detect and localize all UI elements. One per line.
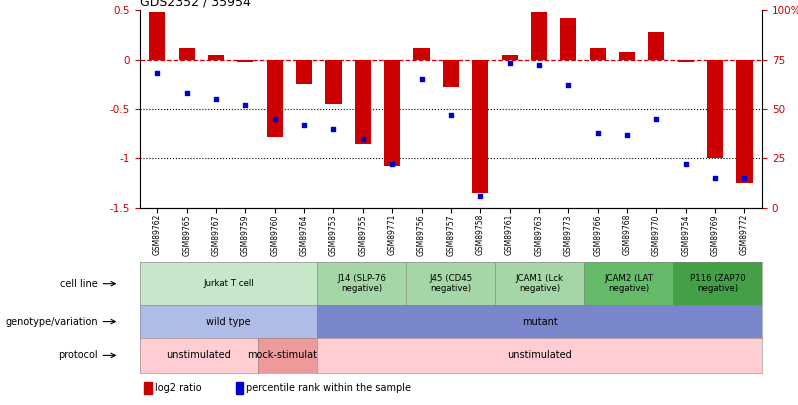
Point — [239, 102, 251, 108]
Text: mutant: mutant — [522, 317, 558, 326]
Point — [709, 175, 721, 181]
Point — [415, 76, 428, 83]
Bar — [443, 60, 459, 87]
Point — [444, 112, 457, 118]
Bar — [355, 60, 371, 143]
Bar — [707, 60, 723, 158]
Bar — [208, 55, 224, 60]
Point — [474, 193, 487, 199]
Bar — [149, 12, 165, 60]
Bar — [590, 48, 606, 60]
Bar — [384, 60, 401, 166]
Text: GDS2352 / 35954: GDS2352 / 35954 — [140, 0, 251, 9]
Bar — [144, 382, 152, 394]
Bar — [678, 60, 693, 62]
Point — [268, 115, 281, 122]
Text: Jurkat T cell: Jurkat T cell — [203, 279, 254, 288]
Bar — [235, 382, 243, 394]
Text: protocol: protocol — [58, 350, 97, 360]
Point — [591, 130, 604, 136]
Bar — [501, 55, 518, 60]
Text: JCAM2 (LAT
negative): JCAM2 (LAT negative) — [604, 274, 654, 293]
Point — [151, 70, 164, 77]
Point — [180, 90, 193, 96]
Point — [210, 96, 223, 102]
Point — [650, 115, 663, 122]
Text: unstimulated: unstimulated — [167, 350, 231, 360]
Text: mock-stimulated: mock-stimulated — [247, 350, 329, 360]
Text: unstimulated: unstimulated — [508, 350, 572, 360]
Point — [327, 126, 340, 132]
Point — [621, 131, 634, 138]
Text: percentile rank within the sample: percentile rank within the sample — [247, 383, 412, 393]
Bar — [326, 60, 342, 104]
Point — [357, 135, 369, 142]
Bar — [648, 32, 665, 60]
Text: cell line: cell line — [60, 279, 97, 289]
Text: P116 (ZAP70
negative): P116 (ZAP70 negative) — [689, 274, 745, 293]
Bar — [737, 60, 753, 183]
Text: J14 (SLP-76
negative): J14 (SLP-76 negative) — [338, 274, 386, 293]
Bar — [472, 60, 488, 193]
Text: genotype/variation: genotype/variation — [5, 317, 97, 326]
Bar — [619, 51, 635, 60]
Point — [532, 62, 545, 69]
Bar — [237, 60, 254, 62]
Point — [679, 161, 692, 168]
Bar — [296, 60, 312, 84]
Text: log2 ratio: log2 ratio — [155, 383, 202, 393]
Point — [738, 175, 751, 181]
Text: J45 (CD45
negative): J45 (CD45 negative) — [429, 274, 472, 293]
Text: JCAM1 (Lck
negative): JCAM1 (Lck negative) — [516, 274, 564, 293]
Bar — [560, 18, 576, 60]
Bar — [413, 48, 429, 60]
Text: wild type: wild type — [206, 317, 251, 326]
Point — [562, 82, 575, 88]
Point — [504, 60, 516, 67]
Bar — [267, 60, 282, 136]
Bar — [531, 12, 547, 60]
Bar — [179, 48, 195, 60]
Point — [298, 122, 310, 128]
Point — [385, 161, 398, 168]
